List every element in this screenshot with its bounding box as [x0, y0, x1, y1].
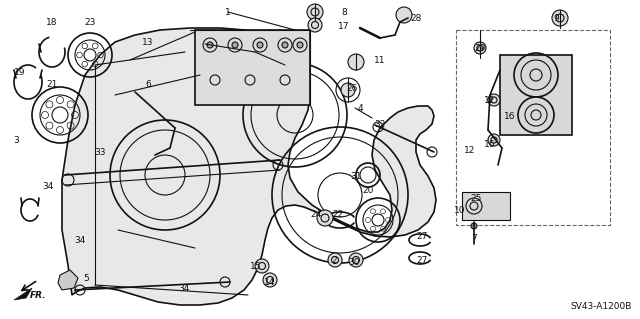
Text: 12: 12: [464, 146, 476, 155]
Circle shape: [263, 273, 277, 287]
Text: 25: 25: [470, 194, 482, 203]
Text: 30: 30: [348, 258, 360, 267]
Circle shape: [297, 42, 303, 48]
Circle shape: [282, 42, 288, 48]
Text: 13: 13: [142, 38, 154, 47]
Text: 31: 31: [350, 172, 362, 181]
Text: 7: 7: [471, 234, 477, 243]
Text: 23: 23: [84, 18, 96, 27]
Bar: [456, 30, 610, 225]
Text: 29: 29: [474, 44, 486, 53]
Text: 14: 14: [264, 278, 276, 287]
Text: 20: 20: [362, 186, 374, 195]
Text: 24: 24: [310, 210, 322, 219]
Text: 32: 32: [374, 120, 386, 129]
Circle shape: [349, 253, 363, 267]
Text: 27: 27: [416, 232, 428, 241]
Text: 2: 2: [331, 256, 337, 265]
Text: 18: 18: [46, 18, 58, 27]
Text: 3: 3: [13, 136, 19, 145]
Circle shape: [488, 94, 500, 106]
Circle shape: [257, 42, 263, 48]
Polygon shape: [62, 28, 436, 305]
Circle shape: [474, 42, 486, 54]
Circle shape: [328, 253, 342, 267]
Text: 21: 21: [46, 80, 58, 89]
Bar: [462, 192, 510, 220]
Text: 12: 12: [484, 96, 496, 105]
Circle shape: [307, 4, 323, 20]
Text: 15: 15: [250, 262, 262, 271]
Text: 16: 16: [504, 112, 516, 121]
Circle shape: [552, 10, 568, 26]
Text: 34: 34: [42, 182, 54, 191]
Circle shape: [308, 18, 322, 32]
Polygon shape: [14, 288, 32, 300]
Text: 4: 4: [357, 104, 363, 113]
Circle shape: [471, 223, 477, 229]
Text: 27: 27: [416, 256, 428, 265]
Text: SV43-A1200B: SV43-A1200B: [571, 302, 632, 311]
Text: 1: 1: [225, 8, 231, 17]
Text: FR.: FR.: [30, 291, 47, 300]
Circle shape: [255, 259, 269, 273]
Bar: [500, 55, 572, 135]
Text: 9: 9: [553, 14, 559, 23]
Text: 26: 26: [346, 84, 358, 93]
Text: 17: 17: [339, 22, 349, 31]
Text: 16: 16: [484, 140, 496, 149]
Circle shape: [232, 42, 238, 48]
Circle shape: [488, 134, 500, 146]
Circle shape: [317, 210, 333, 226]
Bar: [195, 30, 310, 105]
Text: 19: 19: [14, 68, 26, 77]
Circle shape: [341, 83, 355, 97]
Circle shape: [396, 7, 412, 23]
Text: 8: 8: [341, 8, 347, 17]
Text: 33: 33: [94, 148, 106, 157]
Text: 28: 28: [410, 14, 422, 23]
Polygon shape: [58, 270, 78, 290]
Text: 6: 6: [145, 80, 151, 89]
Circle shape: [348, 54, 364, 70]
Text: 22: 22: [332, 210, 344, 219]
Text: 11: 11: [374, 56, 386, 65]
Circle shape: [207, 42, 213, 48]
Text: 34: 34: [179, 284, 189, 293]
Text: 5: 5: [83, 274, 89, 283]
Text: 34: 34: [74, 236, 86, 245]
Text: 10: 10: [454, 206, 466, 215]
